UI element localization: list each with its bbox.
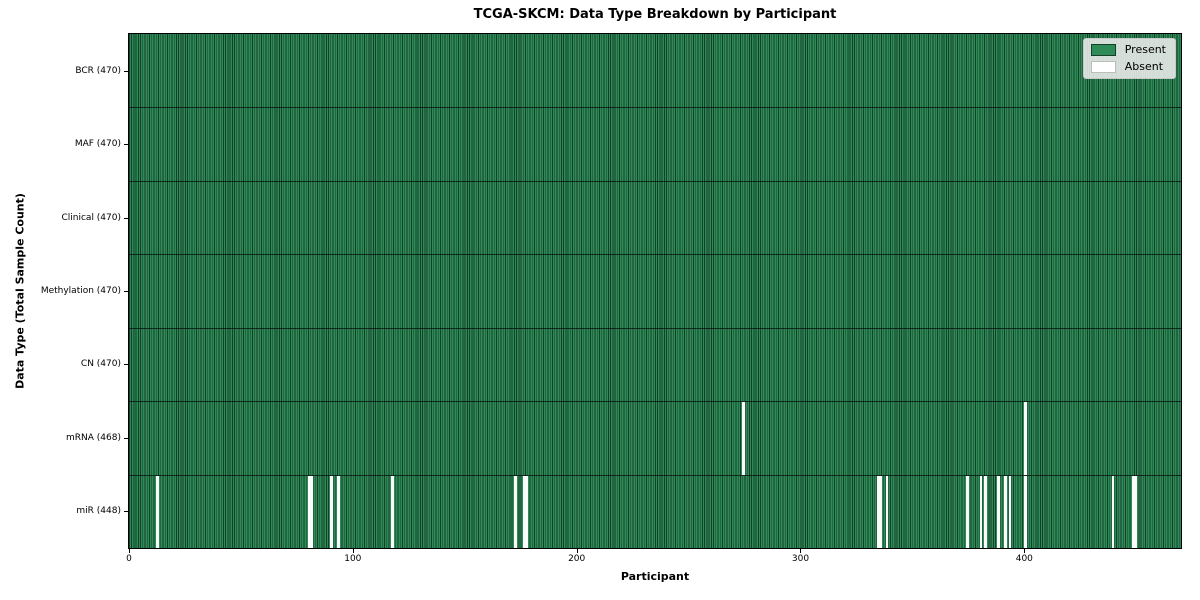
y-tick-mark — [124, 511, 128, 513]
heatmap-rows — [129, 34, 1181, 548]
x-tick-label-400: 400 — [1015, 554, 1033, 564]
absent-stripe — [330, 475, 334, 548]
y-tick-label-miR: miR (448) — [76, 506, 121, 517]
heatmap-row-CN — [129, 327, 1181, 402]
absent-stripe — [1133, 475, 1137, 548]
x-axis-label: Participant — [620, 570, 690, 583]
plot-area: Present Absent — [128, 33, 1182, 549]
y-tick-mark — [124, 144, 128, 146]
legend-absent-swatch — [1090, 61, 1116, 73]
heatmap-row-Methylation — [129, 254, 1181, 328]
absent-stripe — [155, 475, 159, 548]
x-tick-mark — [129, 549, 130, 553]
x-tick-mark — [576, 549, 578, 553]
y-tick-label-MAF: MAF (470) — [74, 139, 121, 150]
x-tick-mark — [1024, 549, 1026, 553]
absent-stripe — [308, 475, 311, 548]
heatmap-row-Clinical — [129, 180, 1181, 255]
absent-stripe — [885, 475, 889, 548]
y-tick-label-Methylation: Methylation (470) — [40, 286, 121, 296]
y-tick-mark — [124, 437, 128, 439]
legend-absent-label: Absent — [1124, 60, 1164, 73]
y-tick-mark — [124, 70, 128, 72]
absent-stripe — [337, 475, 340, 548]
heatmap-row-miR — [129, 474, 1181, 548]
legend-present-swatch — [1090, 44, 1116, 56]
heatmap-row-BCR — [129, 34, 1181, 108]
legend: Present Absent — [1082, 38, 1176, 79]
absent-stripe — [876, 475, 880, 548]
absent-stripe — [997, 475, 1001, 548]
absent-stripe — [1131, 475, 1135, 548]
x-tick-mark — [352, 549, 354, 553]
absent-stripe — [984, 475, 987, 548]
y-tick-label-mRNA: mRNA (468) — [66, 432, 121, 443]
absent-stripe — [310, 475, 314, 548]
absent-stripe — [522, 475, 526, 548]
y-tick-label-BCR: BCR (470) — [75, 65, 121, 76]
legend-item-absent: Absent — [1090, 60, 1166, 73]
x-tick-label-0: 0 — [126, 554, 132, 564]
absent-stripe — [1024, 402, 1028, 475]
legend-present-label: Present — [1124, 43, 1166, 56]
heatmap-row-MAF — [129, 107, 1181, 181]
absent-stripe — [1111, 475, 1115, 548]
absent-stripe — [979, 475, 983, 548]
y-tick-label-CN: CN (470) — [80, 359, 121, 370]
x-tick-label-100: 100 — [344, 554, 362, 564]
absent-stripe — [525, 475, 528, 548]
x-tick-label-300: 300 — [791, 554, 810, 564]
chart-title: TCGA-SKCM: Data Type Breakdown by Partic… — [473, 7, 837, 22]
absent-stripe — [878, 475, 882, 548]
absent-stripe — [390, 475, 394, 548]
absent-stripe — [742, 402, 746, 475]
absent-stripe — [1024, 475, 1028, 548]
absent-stripe — [966, 475, 969, 548]
x-tick-label-200: 200 — [568, 554, 586, 564]
absent-stripe — [1004, 475, 1007, 548]
heatmap-row-mRNA — [129, 401, 1181, 475]
absent-stripe — [513, 475, 517, 548]
y-tick-mark — [124, 291, 128, 292]
y-tick-label-Clinical: Clinical (470) — [61, 212, 121, 223]
x-tick-mark — [800, 549, 802, 553]
absent-stripe — [1008, 475, 1012, 548]
legend-item-present: Present — [1090, 43, 1166, 56]
y-tick-mark — [124, 364, 128, 366]
y-tick-mark — [124, 217, 128, 219]
